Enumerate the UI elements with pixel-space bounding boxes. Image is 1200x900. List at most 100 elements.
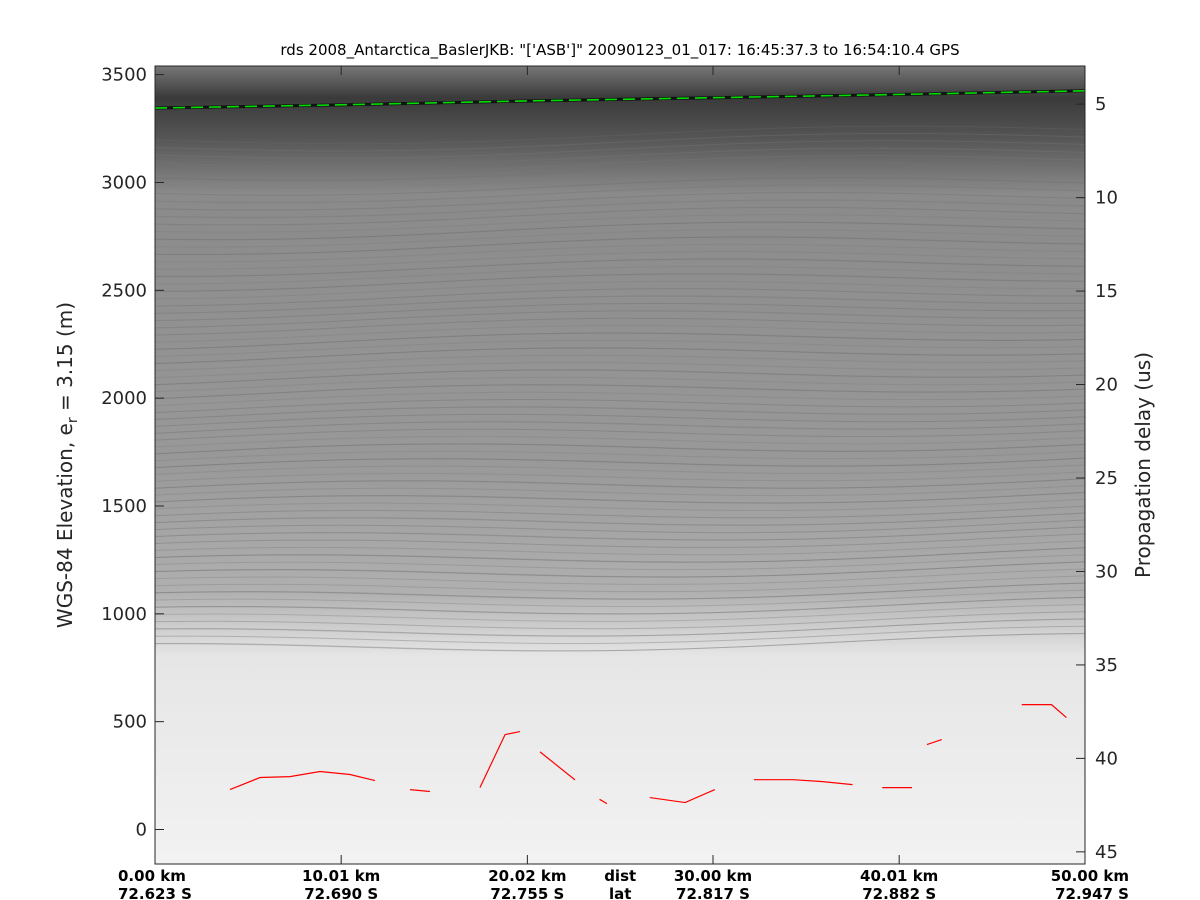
layer-line <box>154 413 1086 427</box>
layer-line <box>154 398 1086 414</box>
layer-line <box>154 596 1086 615</box>
layer-line <box>154 406 1086 420</box>
layer-line <box>154 162 1086 182</box>
layer-line <box>154 611 1086 630</box>
x-dist-label: 10.01 km <box>302 867 380 885</box>
layer-line <box>154 589 1086 608</box>
layer-line <box>154 582 1086 600</box>
layer-line <box>154 512 1086 526</box>
x-lat-label: 72.623 S <box>118 885 192 900</box>
layer-line <box>154 273 1086 292</box>
layer-line <box>154 258 1086 277</box>
layer-line <box>154 169 1086 189</box>
layer-line <box>154 526 1086 541</box>
layer-line <box>154 295 1086 314</box>
y-tick-label: 0 <box>136 819 147 840</box>
layer-line <box>154 317 1086 336</box>
layer-line <box>154 478 1086 490</box>
layer-line <box>154 221 1086 241</box>
layer-line <box>154 140 1086 159</box>
layer-line <box>154 540 1086 556</box>
layer-line <box>154 310 1086 329</box>
x-lat-label: 72.690 S <box>304 885 378 900</box>
y2-tick-label: 35 <box>1095 655 1118 676</box>
bed-pick-segment <box>649 789 716 804</box>
x-lat-label: 72.947 S <box>1055 885 1129 900</box>
layer-line <box>154 435 1086 448</box>
layer-line <box>154 265 1086 285</box>
layer-line <box>154 464 1086 475</box>
layer-line <box>154 582 1086 600</box>
layer-line <box>154 147 1086 167</box>
layer-line <box>154 533 1086 548</box>
y2-tick-label: 20 <box>1095 375 1118 396</box>
y2-axis-label: Propagation delay (us) <box>1131 352 1155 578</box>
layer-line <box>154 519 1086 534</box>
x-dist-label: 30.00 km <box>674 867 752 885</box>
layer-line <box>154 184 1086 204</box>
y2-tick-label: 30 <box>1095 561 1118 582</box>
layer-line <box>154 206 1086 226</box>
y2-tick-label: 25 <box>1095 468 1118 489</box>
layer-line <box>154 273 1086 293</box>
layer-line <box>154 450 1086 462</box>
bed-pick-segment <box>229 770 376 791</box>
layer-line <box>154 421 1086 434</box>
x-dist-label: 40.01 km <box>860 867 938 885</box>
layer-line <box>154 295 1086 314</box>
y2-tick-label: 45 <box>1095 842 1118 863</box>
bed-pick-segment <box>479 730 521 788</box>
layer-line <box>154 406 1086 421</box>
layer-line <box>154 332 1086 350</box>
y2-tick-label: 5 <box>1095 94 1106 115</box>
x-dist-label: 0.00 km <box>118 867 186 885</box>
x-lat-label: 72.755 S <box>490 885 564 900</box>
layer-line <box>154 596 1086 615</box>
x-row-name-lat: lat <box>609 885 631 900</box>
y-tick-label: 2500 <box>101 280 147 301</box>
layer-line <box>154 491 1086 504</box>
layer-line <box>154 251 1086 270</box>
layer-line <box>154 561 1086 578</box>
bed-pick-segment <box>409 788 430 793</box>
y-tick-label: 500 <box>113 712 147 733</box>
x-dist-label: 20.02 km <box>488 867 566 885</box>
layer-line <box>154 561 1086 578</box>
internal-layers <box>154 125 1086 652</box>
surface-line <box>154 90 1086 109</box>
y2-tick-label: 15 <box>1095 281 1118 302</box>
x-lat-label: 72.817 S <box>676 885 750 900</box>
layer-line <box>154 155 1086 174</box>
y2-tick-label: 10 <box>1095 188 1118 209</box>
layer-line <box>154 384 1086 400</box>
layer-line <box>154 505 1086 519</box>
layer-line <box>154 498 1086 512</box>
y-axis-label: WGS-84 Elevation, er = 3.15 (m) <box>53 302 81 628</box>
layer-line <box>154 457 1086 469</box>
layer-line <box>154 177 1086 196</box>
layer-line <box>154 243 1086 263</box>
layer-line <box>154 288 1086 307</box>
plot-frame <box>154 65 1086 865</box>
layer-line <box>154 485 1086 497</box>
layer-line <box>154 428 1086 441</box>
layer-line <box>154 632 1086 652</box>
layer-line <box>154 625 1086 644</box>
layer-line <box>154 199 1086 218</box>
layer-line <box>154 347 1086 365</box>
layer-line <box>154 554 1086 571</box>
layer-line <box>154 457 1086 469</box>
layer-line <box>154 568 1086 585</box>
bed-pick-segment <box>1021 704 1067 719</box>
y-tick-label: 1000 <box>101 604 147 625</box>
layer-line <box>154 236 1086 255</box>
layer-line <box>154 339 1086 357</box>
layer-line <box>154 421 1086 434</box>
layer-line <box>154 369 1086 386</box>
layer-line <box>154 362 1086 379</box>
y-tick-label: 2000 <box>101 388 147 409</box>
layer-line <box>154 618 1086 637</box>
layer-line <box>154 310 1086 329</box>
echogram-image <box>155 66 1085 864</box>
layer-line <box>154 125 1086 145</box>
